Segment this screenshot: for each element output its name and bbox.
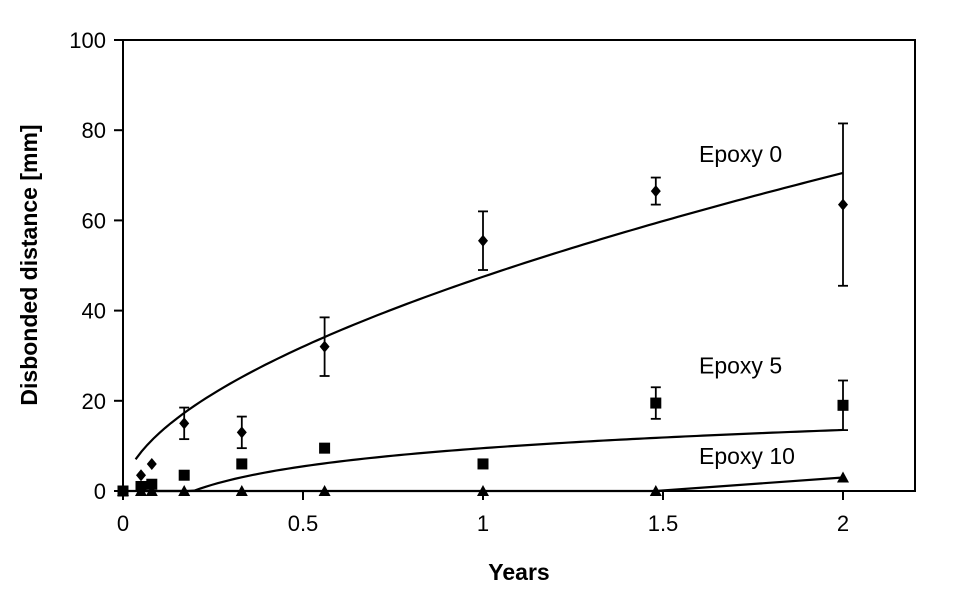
x-tick-label: 2 [837,511,849,536]
epoxy-10-point [837,471,849,483]
y-tick-label: 100 [69,28,106,53]
y-tick-label: 0 [94,479,106,504]
epoxy-0-label: Epoxy 0 [699,141,782,167]
epoxy-10-point [235,485,248,496]
epoxy-0-point [838,198,848,211]
epoxy-5-point [477,458,489,470]
x-tick-label: 0.5 [288,511,319,536]
epoxy-5-point [837,399,849,411]
epoxy-0-point [650,185,661,198]
y-tick-label: 60 [82,208,106,233]
markers [117,185,849,497]
epoxy-0-point [478,234,488,247]
y-tick-label: 80 [82,118,106,143]
error-bars [179,122,848,450]
epoxy-10-point [145,485,158,496]
epoxy-10-point [477,485,489,496]
epoxy-5-point [146,478,158,490]
epoxy-0-point [146,457,157,470]
epoxy-10-point [318,485,331,496]
x-tick-label: 0 [117,511,129,536]
epoxy-10-point [649,485,662,496]
epoxy-5-point [650,397,662,409]
epoxy-10-point [117,485,129,496]
epoxy-0-fit-line [134,171,844,460]
y-tick-label: 40 [82,299,106,324]
epoxy-0-point [179,417,190,430]
x-tick-label: 1 [477,511,489,536]
x-tick-label: 1.5 [648,511,679,536]
epoxy-0-point [136,469,146,482]
epoxy-5-point [236,458,248,470]
y-axis-title: Disbonded distance [mm] [16,124,42,405]
epoxy-0-point [236,426,247,439]
epoxy-10-point [178,485,191,496]
epoxy-5-label: Epoxy 5 [699,353,782,379]
epoxy-0-point [319,340,330,353]
epoxy-10-label: Epoxy 10 [699,443,795,469]
epoxy-5-point [319,442,331,454]
epoxy-10-point [135,485,147,496]
x-axis: 0 0.5 1 1.5 2 [117,491,849,536]
annotations: Epoxy 0 Epoxy 5 Epoxy 10 [699,141,795,469]
y-tick-label: 20 [82,389,106,414]
y-axis: 0 20 40 60 80 100 [69,28,123,504]
epoxy-5-fit-line [141,428,844,493]
x-axis-title: Years [488,559,549,585]
epoxy-5-point [178,469,190,481]
